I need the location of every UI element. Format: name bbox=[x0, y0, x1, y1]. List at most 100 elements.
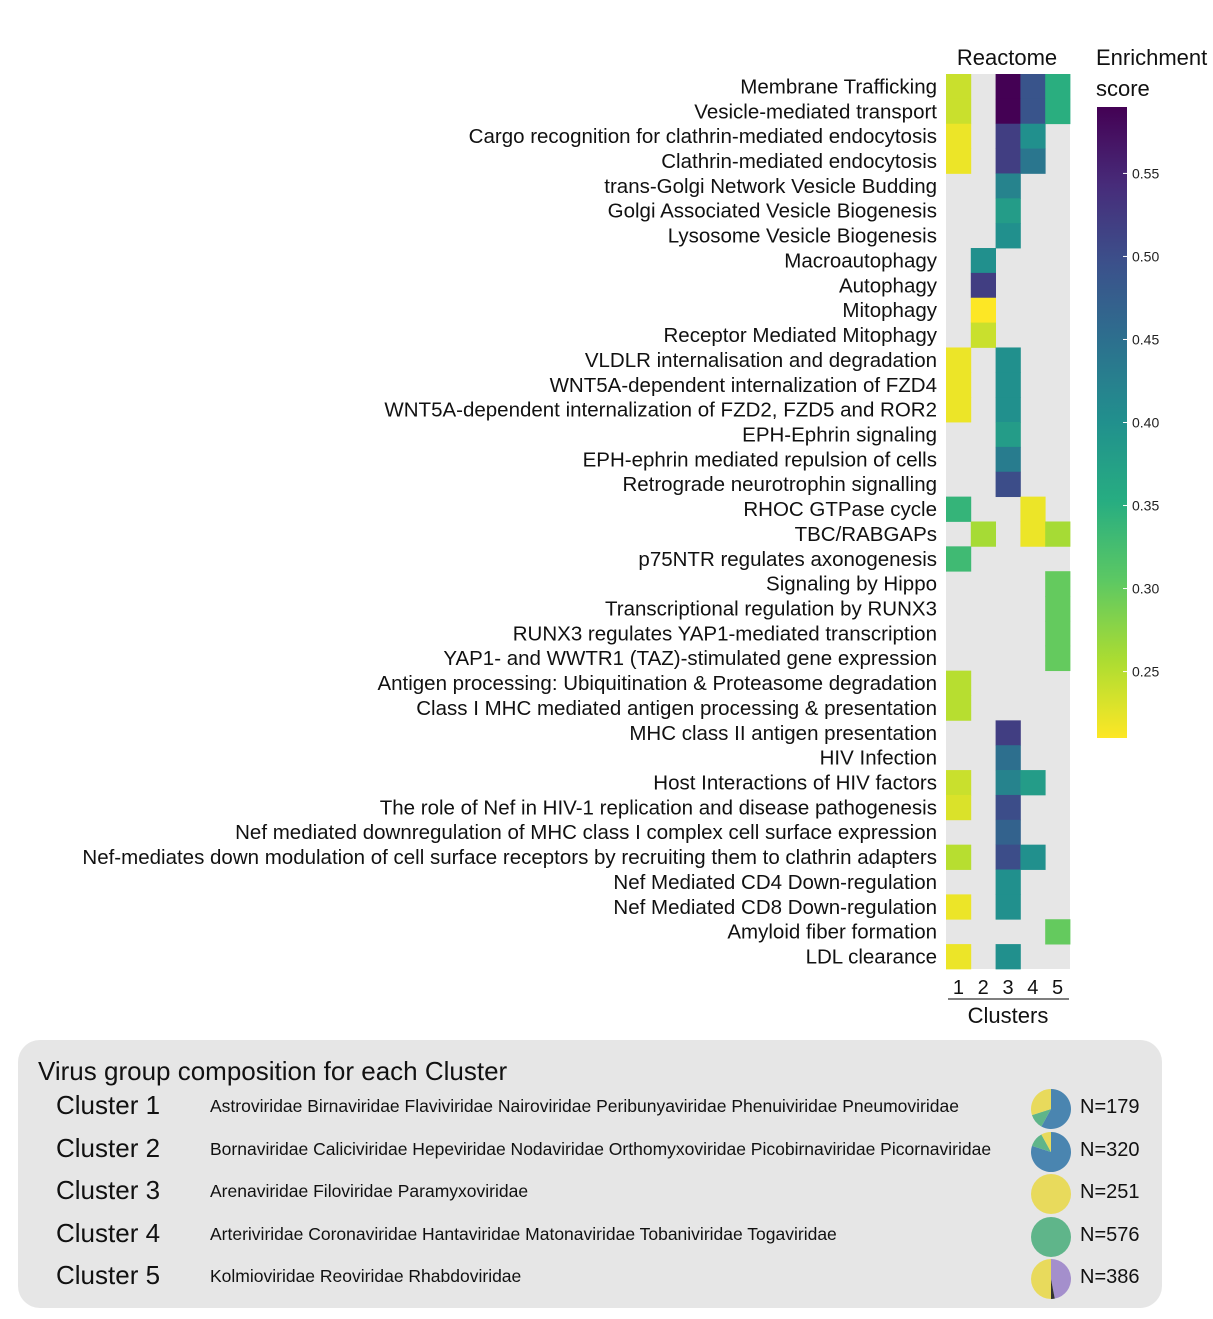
pie-slice bbox=[1051, 1279, 1055, 1299]
cluster-families: Arteriviridae Coronaviridae Hantaviridae… bbox=[210, 1223, 837, 1244]
composition-pie bbox=[1031, 1216, 1071, 1257]
heatmap-cell bbox=[1045, 571, 1071, 597]
row-label: LDL clearance bbox=[806, 946, 937, 969]
row-label: Transcriptional regulation by RUNX3 bbox=[605, 597, 937, 620]
colorbar-tick-label: 0.30 bbox=[1132, 581, 1159, 597]
row-label: RHOC GTPase cycle bbox=[743, 498, 937, 521]
cluster-count: N=576 bbox=[1080, 1223, 1140, 1246]
cluster-count: N=386 bbox=[1080, 1266, 1140, 1288]
row-label: Nef-mediates down modulation of cell sur… bbox=[82, 846, 937, 869]
cluster-count: N=179 bbox=[1080, 1096, 1140, 1118]
cluster-row: Cluster 3 Arenaviridae Filoviridae Paramy… bbox=[18, 1174, 1162, 1215]
row-label: Macroautophagy bbox=[784, 249, 937, 272]
colorbar bbox=[1097, 107, 1127, 738]
row-label: YAP1- and WWTR1 (TAZ)-stimulated gene ex… bbox=[443, 647, 937, 670]
composition-pie bbox=[1031, 1089, 1071, 1129]
heatmap-cell bbox=[970, 248, 996, 274]
cluster-tick-label: 2 bbox=[978, 977, 989, 999]
composition-title: Virus group composition for each Cluster bbox=[38, 1056, 508, 1086]
heatmap-cell bbox=[995, 819, 1021, 846]
colorbar-tick-label: 0.40 bbox=[1132, 415, 1159, 431]
row-label: Membrane Trafficking bbox=[740, 75, 937, 98]
colorbar-title-line1: Enrichment bbox=[1096, 45, 1207, 70]
heatmap-cell bbox=[1020, 496, 1046, 522]
colorbar-tick-label: 0.35 bbox=[1132, 498, 1159, 514]
pie-slice bbox=[1031, 1089, 1051, 1116]
heatmap-cell bbox=[995, 944, 1021, 970]
heatmap-cell bbox=[946, 496, 972, 522]
heatmap-cell bbox=[1020, 98, 1046, 125]
heatmap-cell bbox=[946, 794, 972, 821]
pie-slice bbox=[1031, 1133, 1051, 1152]
row-label: trans-Golgi Network Vesicle Budding bbox=[604, 175, 937, 198]
cluster-name: Cluster 2 bbox=[56, 1132, 161, 1163]
heatmap-cell bbox=[946, 148, 972, 174]
pie-slice bbox=[1041, 1131, 1051, 1152]
colorbar-title-line2: score bbox=[1096, 76, 1150, 101]
pie-slice bbox=[1031, 1174, 1071, 1214]
row-label: EPH-ephrin mediated repulsion of cells bbox=[583, 448, 937, 471]
cluster-tick-label: 3 bbox=[1002, 977, 1013, 999]
heatmap-cell bbox=[995, 74, 1021, 100]
pie-slice bbox=[1031, 1259, 1051, 1299]
heatmap-cell bbox=[946, 372, 972, 398]
heatmap-cell bbox=[1045, 596, 1071, 622]
heatmap-cell bbox=[1045, 98, 1071, 125]
heatmap-cell bbox=[995, 372, 1021, 398]
heatmap-cell bbox=[1020, 74, 1046, 100]
heatmap-cell bbox=[995, 770, 1021, 796]
row-label: Lysosome Vesicle Biogenesis bbox=[668, 225, 937, 248]
heatmap-cell bbox=[946, 347, 972, 373]
row-label: Vesicle-mediated transport bbox=[694, 100, 937, 123]
cluster-name: Cluster 1 bbox=[56, 1090, 161, 1120]
row-label: Cargo recognition for clathrin-mediated … bbox=[469, 125, 937, 148]
heatmap-cell bbox=[1020, 770, 1046, 796]
heatmap-cell bbox=[995, 98, 1021, 125]
cluster-families: Bornaviridae Caliciviridae Hepeviridae N… bbox=[210, 1138, 992, 1159]
heatmap-cell bbox=[970, 272, 996, 299]
heatmap-cell bbox=[946, 695, 972, 721]
cluster-count: N=251 bbox=[1080, 1181, 1140, 1203]
row-label: VLDLR internalisation and degradation bbox=[585, 349, 937, 372]
heatmap-header: Reactome bbox=[957, 45, 1057, 70]
row-label: Signaling by Hippo bbox=[766, 573, 937, 596]
heatmap-cell bbox=[995, 745, 1021, 771]
colorbar-tick-label: 0.50 bbox=[1132, 248, 1159, 264]
cluster-tick-label: 4 bbox=[1027, 977, 1038, 999]
heatmap-cell bbox=[1020, 123, 1046, 149]
heatmap-cell bbox=[995, 720, 1021, 746]
cluster-row: Cluster 1 Astroviridae Birnaviridae Flavi… bbox=[18, 1089, 1162, 1130]
heatmap-cell bbox=[995, 397, 1021, 423]
heatmap-cell bbox=[1045, 645, 1071, 672]
heatmap-cell bbox=[995, 422, 1021, 448]
cluster-name: Cluster 4 bbox=[56, 1217, 161, 1248]
cluster-row: Cluster 2 Bornaviridae Caliciviridae Hepe… bbox=[18, 1131, 1162, 1173]
heatmap-cell bbox=[1045, 919, 1071, 945]
cluster-tick-label: 5 bbox=[1052, 977, 1063, 999]
cluster-tick-label: 1 bbox=[953, 977, 964, 999]
heatmap-cell bbox=[995, 173, 1021, 199]
cluster-row: Cluster 5 Kolmioviridae Reoviridae Rhabdo… bbox=[18, 1259, 1162, 1300]
heatmap-cell bbox=[995, 123, 1021, 149]
heatmap-cell bbox=[946, 123, 972, 149]
heatmap-cell bbox=[970, 297, 996, 323]
row-label: WNT5A-dependent internalization of FZD4 bbox=[550, 374, 937, 397]
row-label: Clathrin-mediated endocytosis bbox=[661, 150, 937, 173]
composition-pie bbox=[1031, 1174, 1071, 1214]
pie-slice bbox=[1051, 1259, 1071, 1299]
row-label: MHC class II antigen presentation bbox=[629, 722, 937, 745]
heatmap-cell bbox=[995, 869, 1021, 895]
row-label: WNT5A-dependent internalization of FZD2,… bbox=[384, 399, 937, 422]
heatmap-cell bbox=[1045, 74, 1071, 100]
row-label: EPH-Ephrin signaling bbox=[742, 423, 937, 446]
row-label: Receptor Mediated Mitophagy bbox=[664, 324, 938, 347]
cluster-families: Astroviridae Birnaviridae Flaviviridae N… bbox=[210, 1096, 959, 1116]
heatmap-cell bbox=[1045, 620, 1071, 647]
heatmap-cell bbox=[995, 198, 1021, 224]
heatmap-cell bbox=[995, 844, 1021, 870]
row-label: HIV Infection bbox=[820, 747, 937, 770]
row-label: Mitophagy bbox=[842, 299, 937, 322]
composition-panel: Virus group composition for each Cluster… bbox=[18, 1040, 1162, 1308]
colorbar-tick-label: 0.25 bbox=[1132, 664, 1159, 680]
